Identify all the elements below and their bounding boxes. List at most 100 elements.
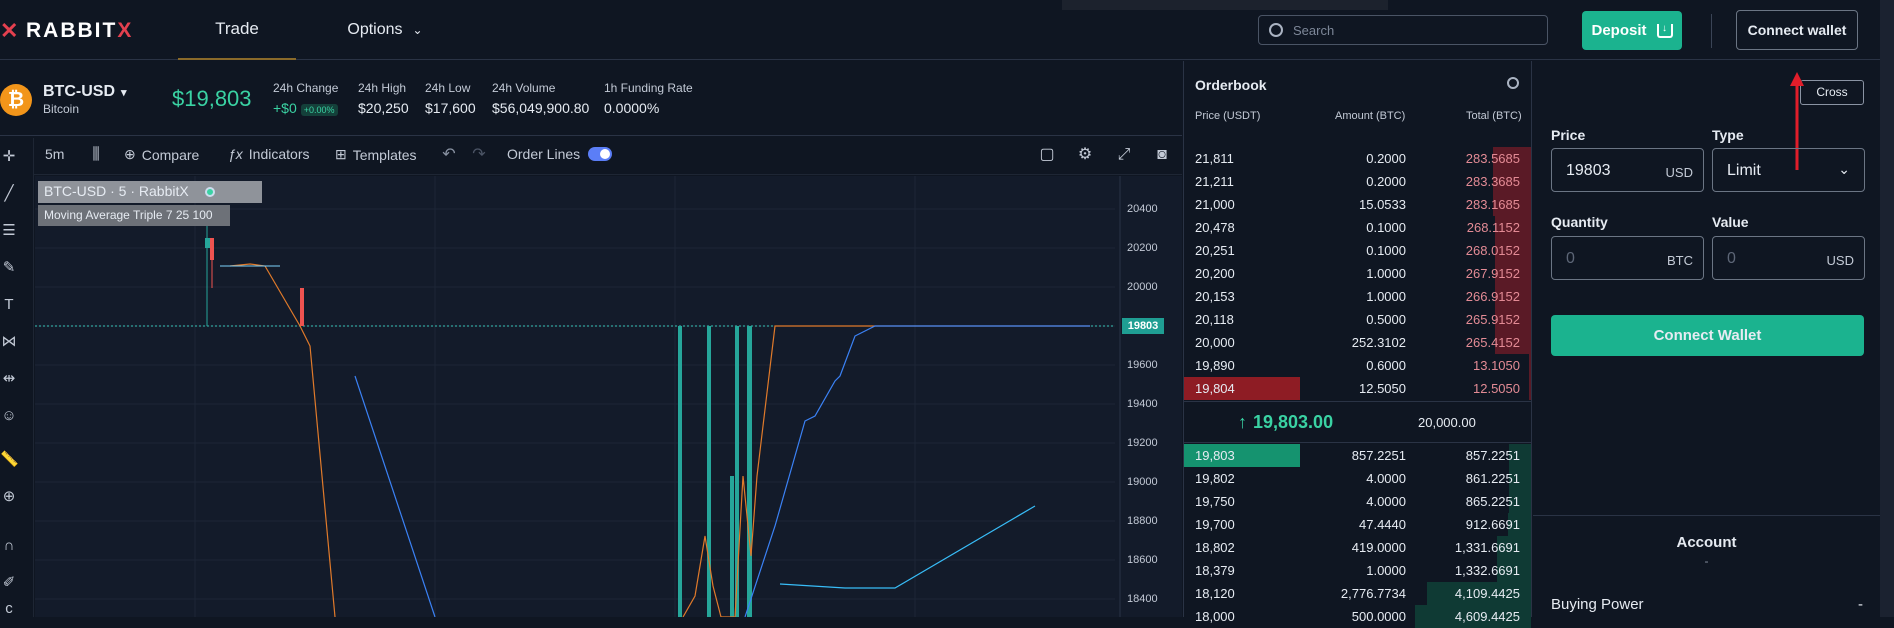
- gear-icon[interactable]: [1507, 77, 1519, 89]
- more-tools-icon[interactable]: c: [5, 600, 13, 617]
- ask-row[interactable]: 19,804 12.5050 12.5050: [1184, 377, 1531, 400]
- pair-selector[interactable]: BTC-USD ▾: [43, 83, 127, 101]
- depth-bar: [1495, 239, 1531, 262]
- depth-bar: [1495, 308, 1531, 331]
- cell-amount: 0.6000: [1366, 358, 1406, 373]
- bid-row[interactable]: 19,803 857.2251 857.2251: [1184, 444, 1531, 467]
- cell-total: 265.9152: [1465, 312, 1520, 327]
- order-lines-toggle[interactable]: Order Lines: [507, 146, 613, 162]
- cell-price: 20,118: [1195, 312, 1234, 327]
- crosshair-icon[interactable]: ✛: [2, 148, 16, 165]
- cell-price: 18,379: [1195, 563, 1235, 578]
- orderbook-spread: [1184, 401, 1531, 443]
- candle-type-icon[interactable]: ⫼: [92, 146, 100, 163]
- ma-100-line: [779, 505, 1036, 589]
- ask-row[interactable]: 20,153 1.0000 266.9152: [1184, 285, 1531, 308]
- gear-icon[interactable]: ⚙: [1077, 146, 1093, 163]
- ask-row[interactable]: 21,211 0.2000 283.3685: [1184, 170, 1531, 193]
- compare-button[interactable]: ⊕ Compare: [124, 146, 199, 163]
- tab-options[interactable]: Options ⌄: [330, 0, 440, 60]
- page-scrollbar[interactable]: [1880, 0, 1894, 617]
- y-tick: 19600: [1127, 359, 1158, 371]
- cell-total: 912.6691: [1465, 517, 1520, 532]
- tab-options-label: Options: [347, 21, 403, 38]
- deposit-label: Deposit: [1591, 22, 1647, 39]
- price-label: Price: [1551, 127, 1586, 143]
- stat-value-24h-volume: $56,049,900.80: [492, 100, 590, 116]
- bid-row[interactable]: 18,802 419.0000 1,331.6691: [1184, 536, 1531, 559]
- grid-icon: ⊞: [335, 146, 347, 162]
- quantity-input[interactable]: 0 BTC: [1551, 236, 1704, 280]
- connect-wallet-button[interactable]: Connect wallet: [1736, 10, 1858, 50]
- y-tick: 18600: [1127, 554, 1158, 566]
- ask-row[interactable]: 20,478 0.1000 268.1152: [1184, 216, 1531, 239]
- value-input[interactable]: 0 USD: [1712, 236, 1865, 280]
- y-tick: 19000: [1127, 476, 1158, 488]
- chart-legend-title[interactable]: BTC-USD · 5 · RabbitX: [38, 181, 262, 203]
- y-tick: 20000: [1127, 281, 1158, 293]
- emoji-icon[interactable]: ☺: [1, 407, 17, 424]
- chart-legend-indicator[interactable]: Moving Average Triple 7 25 100: [38, 205, 230, 226]
- cell-amount: 1.0000: [1366, 563, 1406, 578]
- interval-button[interactable]: 5m: [45, 146, 64, 162]
- zoom-in-icon[interactable]: ⊕: [2, 488, 16, 505]
- cell-total: 861.2251: [1465, 471, 1520, 486]
- templates-button[interactable]: ⊞ Templates: [335, 146, 417, 163]
- fib-lines-icon[interactable]: ☰: [2, 222, 16, 239]
- bid-row[interactable]: 19,802 4.0000 861.2251: [1184, 467, 1531, 490]
- bid-row[interactable]: 19,750 4.0000 865.2251: [1184, 490, 1531, 513]
- search-placeholder: Search: [1293, 22, 1335, 38]
- margin-mode-button[interactable]: Cross: [1800, 80, 1864, 105]
- ask-row[interactable]: 20,251 0.1000 268.0152: [1184, 239, 1531, 262]
- indicators-button[interactable]: ƒx Indicators: [228, 146, 310, 162]
- fullscreen-icon[interactable]: ⤢: [1117, 146, 1131, 163]
- deposit-button[interactable]: Deposit ↓: [1582, 11, 1682, 50]
- brush-icon[interactable]: ✎: [2, 259, 16, 276]
- ask-row[interactable]: 20,000 252.3102 265.4152: [1184, 331, 1531, 354]
- ask-row[interactable]: 20,200 1.0000 267.9152: [1184, 262, 1531, 285]
- indicators-label: Indicators: [248, 146, 310, 162]
- chevron-down-icon: ⌄: [412, 23, 423, 37]
- bid-row[interactable]: 19,700 47.4440 912.6691: [1184, 513, 1531, 536]
- redo-icon[interactable]: ↷: [472, 146, 486, 163]
- cell-amount: 1.0000: [1366, 266, 1406, 281]
- cell-total: 1,332.6691: [1454, 563, 1520, 578]
- depth-bar: [1509, 490, 1531, 513]
- candles: [205, 226, 752, 617]
- tab-trade[interactable]: Trade: [178, 0, 296, 60]
- top-bar: [0, 0, 1894, 60]
- cell-price: 19,700: [1195, 517, 1235, 532]
- rabbitx-logo[interactable]: ✕ RABBITX: [0, 18, 133, 44]
- y-tick: 18400: [1127, 593, 1158, 605]
- ask-row[interactable]: 21,000 15.0533 283.1685: [1184, 193, 1531, 216]
- lock-drawing-icon[interactable]: ✐: [2, 574, 16, 591]
- undo-icon[interactable]: ↶: [442, 146, 456, 163]
- magnet-icon[interactable]: ∩: [3, 537, 15, 554]
- measure-icon[interactable]: ⇹: [2, 370, 16, 387]
- mid-price-value: 19,803.00: [1253, 412, 1334, 432]
- ruler-icon[interactable]: 📏: [0, 451, 19, 468]
- bid-row[interactable]: 18,120 2,776.7734 4,109.4425: [1184, 582, 1531, 605]
- ask-row[interactable]: 20,118 0.5000 265.9152: [1184, 308, 1531, 331]
- bid-row[interactable]: 18,379 1.0000 1,332.6691: [1184, 559, 1531, 582]
- order-lines-label: Order Lines: [507, 146, 581, 162]
- toggle-switch[interactable]: [588, 147, 613, 161]
- depth-bar: [1427, 582, 1531, 605]
- type-label: Type: [1712, 127, 1744, 143]
- depth-bar: [1495, 216, 1531, 239]
- order-type-value: Limit: [1727, 162, 1761, 179]
- camera-icon[interactable]: ◙: [1157, 146, 1167, 163]
- best-price-highlight: [1184, 444, 1300, 467]
- ask-row[interactable]: 19,890 0.6000 13.1050: [1184, 354, 1531, 377]
- price-chart[interactable]: [35, 176, 1182, 617]
- layout-square-icon[interactable]: ▢: [1039, 146, 1055, 163]
- order-type-select[interactable]: Limit ⌄: [1712, 148, 1865, 192]
- trend-line-icon[interactable]: ╱: [4, 185, 14, 202]
- search-input[interactable]: Search: [1258, 15, 1548, 45]
- ask-row[interactable]: 21,811 0.2000 283.5685: [1184, 147, 1531, 170]
- stat-label-24h-low: 24h Low: [425, 81, 471, 95]
- text-tool-icon[interactable]: T: [4, 296, 14, 313]
- connect-wallet-main-button[interactable]: Connect Wallet: [1551, 315, 1864, 356]
- pattern-icon[interactable]: ⋈: [1, 333, 17, 350]
- price-input[interactable]: 19803 USD: [1551, 148, 1704, 192]
